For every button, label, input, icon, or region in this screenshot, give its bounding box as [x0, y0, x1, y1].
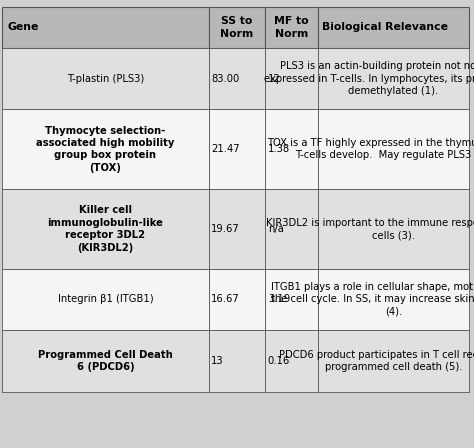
Text: 21.47: 21.47	[211, 144, 239, 154]
Text: 83.00: 83.00	[211, 73, 239, 84]
Bar	[209, 269, 265, 330]
Bar	[2, 109, 209, 189]
Bar	[318, 7, 469, 48]
Bar	[2, 269, 209, 330]
Text: ITGB1 plays a role in cellular shape, motility, and
the cell cycle. In SS, it ma: ITGB1 plays a role in cellular shape, mo…	[271, 282, 474, 317]
Bar	[2, 48, 209, 109]
Bar	[265, 7, 318, 48]
Bar	[2, 189, 209, 269]
Bar	[318, 330, 469, 392]
Bar	[318, 189, 469, 269]
Text: 0.16: 0.16	[268, 356, 290, 366]
Text: 19.67: 19.67	[211, 224, 240, 234]
Text: Killer cell
immunoglobulin-like
receptor 3DL2
(KIR3DL2): Killer cell immunoglobulin-like receptor…	[47, 205, 164, 253]
Bar	[209, 48, 265, 109]
Text: Integrin β1 (ITGB1): Integrin β1 (ITGB1)	[58, 294, 153, 305]
Bar	[2, 7, 209, 48]
Text: 1.38: 1.38	[268, 144, 290, 154]
Text: 13: 13	[211, 356, 224, 366]
Text: Gene: Gene	[7, 22, 38, 32]
Bar	[318, 109, 469, 189]
Bar	[265, 109, 318, 189]
Bar	[265, 269, 318, 330]
Text: n/a: n/a	[268, 224, 283, 234]
Bar	[209, 7, 265, 48]
Text: PLS3 is an actin-building protein not normally
expressed in T-cells. In lymphocy: PLS3 is an actin-building protein not no…	[264, 61, 474, 96]
Bar	[265, 48, 318, 109]
Text: TOX is a TF highly expressed in the thymus, where
T-cells develop.  May regulate: TOX is a TF highly expressed in the thym…	[267, 138, 474, 160]
Text: Programmed Cell Death
6 (PDCD6): Programmed Cell Death 6 (PDCD6)	[38, 349, 173, 372]
Text: MF to
Norm: MF to Norm	[274, 16, 309, 39]
Bar	[209, 109, 265, 189]
Text: T-plastin (PLS3): T-plastin (PLS3)	[67, 73, 144, 84]
Text: 16.67: 16.67	[211, 294, 240, 305]
Text: KIR3DL2 is important to the immune response in T-
cells (3).: KIR3DL2 is important to the immune respo…	[266, 218, 474, 240]
Text: Thymocyte selection-
associated high mobility
group box protein
(TOX): Thymocyte selection- associated high mob…	[36, 125, 174, 173]
Bar	[209, 189, 265, 269]
Text: SS to
Norm: SS to Norm	[220, 16, 254, 39]
Text: PDCD6 product participates in T cell receptor-
programmed cell death (5).: PDCD6 product participates in T cell rec…	[279, 349, 474, 372]
Text: Biological Relevance: Biological Relevance	[322, 22, 448, 32]
Text: 3.19: 3.19	[268, 294, 290, 305]
Text: 12: 12	[268, 73, 281, 84]
Bar	[265, 189, 318, 269]
Bar	[2, 330, 209, 392]
Bar	[318, 48, 469, 109]
Bar	[265, 330, 318, 392]
Bar	[209, 330, 265, 392]
Bar	[318, 269, 469, 330]
